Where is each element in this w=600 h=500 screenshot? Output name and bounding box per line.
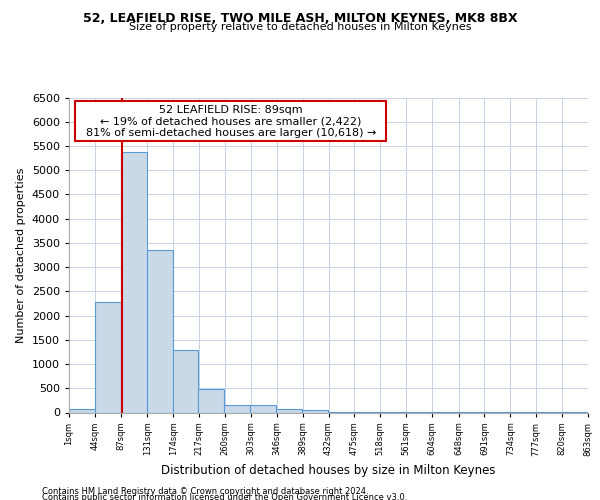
Bar <box>69 408 95 412</box>
Text: 52 LEAFIELD RISE: 89sqm  
  ← 19% of detached houses are smaller (2,422)  
  81%: 52 LEAFIELD RISE: 89sqm ← 19% of detache… <box>79 105 383 138</box>
Text: Contains HM Land Registry data © Crown copyright and database right 2024.: Contains HM Land Registry data © Crown c… <box>42 488 368 496</box>
Text: 52, LEAFIELD RISE, TWO MILE ASH, MILTON KEYNES, MK8 8BX: 52, LEAFIELD RISE, TWO MILE ASH, MILTON … <box>83 12 517 26</box>
Bar <box>250 405 276 412</box>
Text: Size of property relative to detached houses in Milton Keynes: Size of property relative to detached ho… <box>129 22 471 32</box>
Bar <box>276 409 302 412</box>
Bar <box>173 350 199 412</box>
Bar <box>95 302 121 412</box>
Y-axis label: Number of detached properties: Number of detached properties <box>16 168 26 342</box>
Bar <box>146 250 173 412</box>
X-axis label: Distribution of detached houses by size in Milton Keynes: Distribution of detached houses by size … <box>161 464 496 477</box>
Bar <box>199 389 224 412</box>
Bar <box>302 410 328 412</box>
Bar <box>224 404 250 412</box>
Bar <box>121 152 146 412</box>
Text: Contains public sector information licensed under the Open Government Licence v3: Contains public sector information licen… <box>42 494 407 500</box>
